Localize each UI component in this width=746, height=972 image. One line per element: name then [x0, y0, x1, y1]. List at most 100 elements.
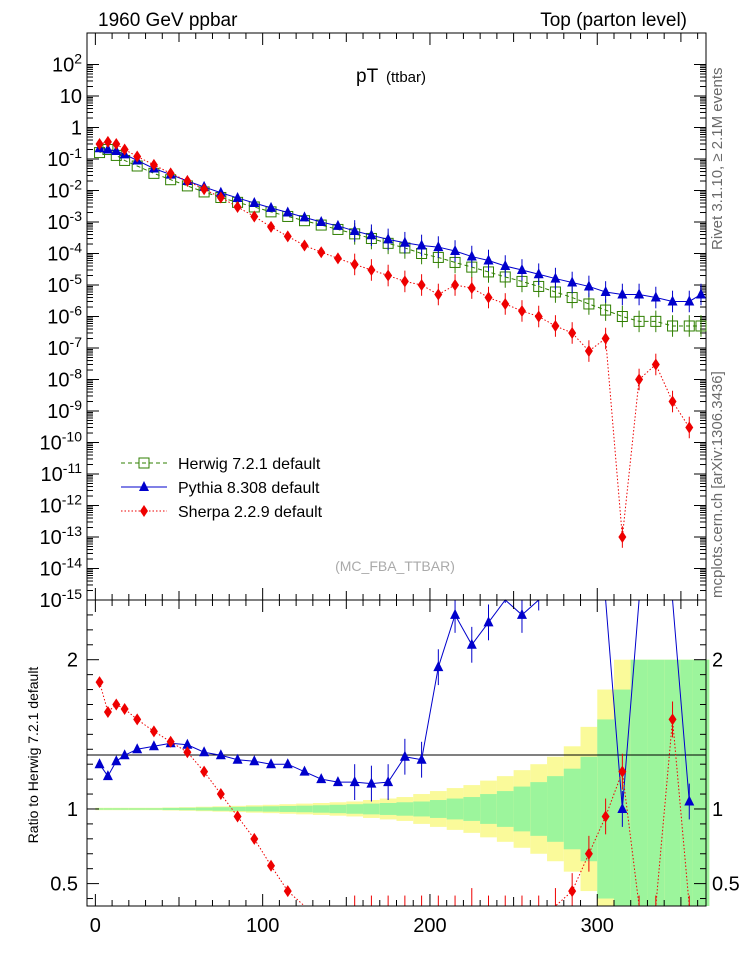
data-point — [400, 275, 409, 288]
band-inner — [279, 805, 297, 812]
data-point — [695, 288, 706, 299]
data-point — [249, 197, 260, 208]
y-tick-label: 10-3 — [47, 208, 82, 234]
y-tick-label: 10-11 — [41, 460, 83, 486]
data-point — [200, 183, 209, 196]
data-point — [133, 150, 142, 163]
ratio-point — [102, 770, 113, 781]
data-point — [633, 315, 645, 327]
data-point — [668, 395, 677, 408]
ratio-y-tick-label-right: 2 — [712, 650, 723, 672]
ratio-point — [232, 753, 243, 764]
y-tick-label: 10-2 — [47, 177, 82, 203]
data-point — [332, 219, 343, 230]
data-point — [266, 201, 277, 212]
x-tick-label: 0 — [90, 915, 101, 937]
data-point — [500, 260, 511, 271]
data-point — [667, 320, 679, 332]
data-point — [584, 345, 593, 358]
y-tick-label: 10-4 — [47, 240, 82, 266]
data-point — [600, 285, 611, 296]
ratio-point — [466, 638, 477, 649]
band-inner — [195, 807, 213, 811]
x-tick-label: 300 — [581, 915, 614, 937]
ratio-y-tick-label: 2 — [67, 650, 78, 672]
y-tick-label: 10-10 — [40, 429, 83, 455]
ratio-point — [433, 661, 444, 672]
band-inner — [513, 786, 531, 832]
ratio-point — [267, 859, 276, 872]
data-point — [568, 326, 577, 339]
ratio-point — [668, 713, 677, 726]
x-tick-label: 200 — [413, 915, 446, 937]
data-point — [417, 279, 426, 291]
y-tick-label: 10-6 — [47, 303, 82, 329]
data-point — [250, 210, 259, 223]
ratio-point — [94, 758, 105, 769]
band-inner — [547, 776, 564, 842]
band-inner — [329, 804, 347, 814]
ratio-point — [233, 810, 242, 823]
main-series — [94, 135, 707, 548]
data-point — [650, 291, 661, 302]
ratio-point — [183, 746, 192, 759]
data-point — [333, 252, 342, 265]
band-inner — [413, 801, 430, 817]
data-point — [95, 137, 104, 150]
x-tick-label: 100 — [246, 915, 279, 937]
ratio-point — [120, 702, 129, 715]
ratio-point — [148, 740, 159, 751]
ratio-point — [450, 608, 461, 619]
data-point — [667, 295, 678, 306]
ratio-y-tick-label: 1 — [67, 799, 78, 821]
data-point — [349, 224, 360, 235]
data-point — [551, 319, 560, 332]
band-inner — [530, 782, 548, 836]
data-point — [534, 310, 543, 323]
ratio-point — [216, 788, 225, 801]
ratio-point — [112, 698, 121, 711]
series-line — [99, 141, 690, 538]
main-panel: 102 10 1 10-1 10-2 10-3 10-4 10-5 10-6 10-7 10-8 10… — [40, 32, 707, 612]
band-inner — [120, 808, 129, 810]
data-point — [466, 250, 477, 261]
ratio-point — [199, 746, 210, 757]
band-inner — [664, 659, 681, 906]
data-point — [216, 191, 225, 204]
data-point — [384, 269, 393, 282]
series-line — [99, 148, 701, 327]
data-point — [684, 295, 695, 306]
data-point — [282, 206, 293, 217]
ratio-y-ticks: 0.5 0.5 1 1 2 2 — [50, 614, 740, 900]
data-point — [183, 175, 192, 188]
band-inner — [128, 808, 146, 810]
ratio-point — [316, 773, 327, 784]
ratio-point — [182, 738, 193, 749]
band-inner — [429, 800, 447, 818]
band-inner — [647, 659, 665, 906]
data-point — [283, 230, 292, 243]
band-inner — [212, 807, 230, 811]
ratio-ylabel: Ratio to Herwig 7.2.1 default — [25, 667, 41, 844]
ratio-x-ticks: 0 100 200 300 — [90, 600, 699, 937]
ratio-point — [516, 608, 527, 619]
data-point — [517, 304, 526, 317]
data-point — [416, 239, 427, 250]
data-point — [583, 298, 595, 310]
data-point — [232, 191, 243, 202]
ratio-point — [299, 765, 310, 776]
y-tick-label: 10-13 — [40, 523, 83, 549]
main-y-ticks: 102 10 1 10-1 10-2 10-3 10-4 10-5 10-6 10-7 10-8 10… — [40, 51, 706, 612]
band-inner — [112, 808, 121, 810]
band-inner — [480, 794, 497, 824]
band-inner — [145, 808, 163, 810]
data-point — [166, 167, 175, 180]
rivet-label: Rivet 3.1.10, ≥ 2.1M events — [709, 68, 726, 251]
y-tick-label: 10-8 — [47, 366, 82, 392]
data-point — [267, 220, 276, 233]
ratio-y-tick-label: 0.5 — [50, 874, 78, 896]
ratio-point — [483, 616, 494, 627]
data-point — [316, 216, 327, 226]
ratio-point — [215, 749, 226, 760]
